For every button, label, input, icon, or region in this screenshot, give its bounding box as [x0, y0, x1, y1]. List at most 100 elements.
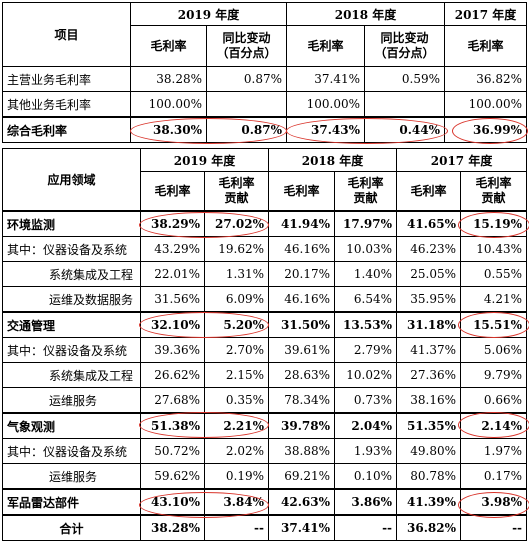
table-row: 系统集成及工程 26.62% 2.15% 28.63% 10.02% 27.36% 9.79… — [2, 362, 528, 388]
table-row: 其中：仪器设备及系统 39.36% 2.70% 39.61% 2.79% 41.37% 5.… — [2, 337, 528, 363]
cell: 0.59% — [364, 66, 446, 92]
cell: 17.97% — [334, 210, 398, 237]
header-year-2018: 2018 年度 — [268, 148, 398, 172]
table-row: 运维服务 27.68% 0.35% 78.34% 0.73% 38.16% 0.66% — [2, 387, 528, 414]
cell: 36.99% — [444, 116, 528, 143]
cell: 15.19% — [460, 210, 528, 237]
cell: 51.35% — [396, 412, 462, 439]
cell: 38.88% — [268, 438, 336, 464]
header-yoy-change-line2: （百分点） — [374, 46, 435, 60]
cell: 3.84% — [203, 488, 270, 516]
cell: 38.28% — [140, 514, 205, 541]
row-label: 运维服务 — [2, 387, 141, 414]
cell: 51.38% — [140, 412, 205, 439]
cell: 0.87% — [205, 66, 288, 92]
cell: 3.86% — [334, 488, 398, 516]
table-row: 系统集成及工程 22.01% 1.31% 20.17% 1.40% 25.05% 0.55% — [2, 261, 528, 287]
cell: 22.01% — [140, 261, 205, 287]
header-contribution: 毛利率 贡献 — [203, 171, 270, 212]
cell: 1.31% — [203, 261, 270, 287]
header-gross-margin: 毛利率 — [140, 171, 205, 212]
cell: 27.36% — [396, 362, 462, 388]
row-label: 其他业务毛利率 — [2, 91, 131, 118]
header-gross-margin: 毛利率 — [396, 171, 462, 212]
cell: 2.21% — [203, 412, 270, 439]
header-contribution: 毛利率 贡献 — [334, 171, 398, 212]
cell: 10.02% — [334, 362, 398, 388]
row-label: 交通管理 — [2, 311, 141, 338]
header-contribution-line1: 毛利率 — [347, 176, 384, 190]
cell: 3.98% — [460, 488, 528, 516]
header-contribution-line2: 贡献 — [481, 191, 506, 205]
cell: 78.34% — [268, 387, 336, 414]
header-yoy-change-line2: （百分点） — [216, 46, 277, 60]
cell: -- — [203, 514, 270, 541]
table-row: 运维及数据服务 31.56% 6.09% 46.16% 6.54% 35.95% 4.21% — [2, 286, 528, 313]
table-row: 军品雷达部件 43.10% 3.84% 42.63% 3.86% 41.39% 3.98% — [2, 488, 528, 516]
cell: 2.15% — [203, 362, 270, 388]
row-label: 其中：仪器设备及系统 — [2, 236, 141, 262]
gross-margin-by-application-table: 应用领域 2019 年度 2018 年度 2017 年度 毛利率 毛利率 贡献 毛… — [2, 148, 528, 541]
cell: 2.02% — [203, 438, 270, 464]
header-item: 项目 — [2, 2, 131, 67]
cell: 0.35% — [203, 387, 270, 414]
table-row: 交通管理 32.10% 5.20% 31.50% 13.53% 31.18% 15.51% — [2, 311, 528, 338]
row-label: 军品雷达部件 — [2, 488, 141, 516]
cell: 28.63% — [268, 362, 336, 388]
cell: 27.02% — [203, 210, 270, 237]
header-year-2019: 2019 年度 — [129, 2, 288, 26]
header-yoy-change-line1: 同比变动 — [222, 31, 271, 45]
header-yoy-change: 同比变动 （百分点） — [364, 25, 446, 67]
cell: 31.56% — [140, 286, 205, 313]
cell: 0.44% — [364, 116, 446, 143]
cell: 0.17% — [460, 463, 528, 490]
header-yoy-change-line1: 同比变动 — [380, 31, 429, 45]
cell: 38.29% — [140, 210, 205, 237]
row-label: 气象观测 — [2, 412, 141, 439]
cell: 2.04% — [334, 412, 398, 439]
row-label: 其中：仪器设备及系统 — [2, 337, 141, 363]
table-row: 主营业务毛利率 38.28% 0.87% 37.41% 0.59% 36.82% — [2, 66, 528, 92]
cell: 2.14% — [460, 412, 528, 439]
cell: 36.82% — [396, 514, 462, 541]
cell: 0.19% — [203, 463, 270, 490]
header-contribution-line2: 贡献 — [224, 191, 249, 205]
row-label: 运维及数据服务 — [2, 286, 141, 313]
cell: 41.94% — [268, 210, 336, 237]
cell: 41.65% — [396, 210, 462, 237]
header-contribution-line1: 毛利率 — [218, 176, 255, 190]
cell: 38.28% — [130, 66, 207, 92]
table-row: 气象观测 51.38% 2.21% 39.78% 2.04% 51.35% 2.14% — [2, 412, 528, 439]
header-year-2019: 2019 年度 — [139, 148, 270, 172]
header-contribution-line2: 贡献 — [353, 191, 378, 205]
row-label: 合计 — [2, 514, 141, 541]
cell: 20.17% — [268, 261, 336, 287]
cell: 27.68% — [140, 387, 205, 414]
cell: 100.00% — [444, 91, 528, 118]
row-label: 综合毛利率 — [2, 116, 131, 143]
row-label: 其中：仪器设备及系统 — [2, 438, 141, 464]
cell: 31.50% — [268, 311, 336, 338]
header-gross-margin: 毛利率 — [444, 25, 528, 67]
cell: 36.82% — [444, 66, 528, 92]
cell: 50.72% — [140, 438, 205, 464]
table-row: 其中：仪器设备及系统 50.72% 2.02% 38.88% 1.93% 49.80% 1.… — [2, 438, 528, 464]
table-row: 其中：仪器设备及系统 43.29% 19.62% 46.16% 10.03% 46.23%… — [2, 236, 528, 262]
header-gross-margin: 毛利率 — [286, 25, 366, 67]
cell: 42.63% — [268, 488, 336, 516]
cell: 1.93% — [334, 438, 398, 464]
cell — [364, 91, 446, 118]
cell: 10.03% — [334, 236, 398, 262]
cell: -- — [460, 514, 528, 541]
cell: 25.05% — [396, 261, 462, 287]
cell: 37.41% — [286, 66, 366, 92]
cell: 46.16% — [268, 286, 336, 313]
cell: 5.20% — [203, 311, 270, 338]
cell: 80.78% — [396, 463, 462, 490]
row-label: 系统集成及工程 — [2, 261, 141, 287]
cell: 100.00% — [130, 91, 207, 118]
header-field: 应用领域 — [2, 148, 141, 212]
cell: -- — [334, 514, 398, 541]
header-contribution: 毛利率 贡献 — [460, 171, 528, 212]
table-row: 其他业务毛利率 100.00% 100.00% 100.00% — [2, 91, 528, 118]
